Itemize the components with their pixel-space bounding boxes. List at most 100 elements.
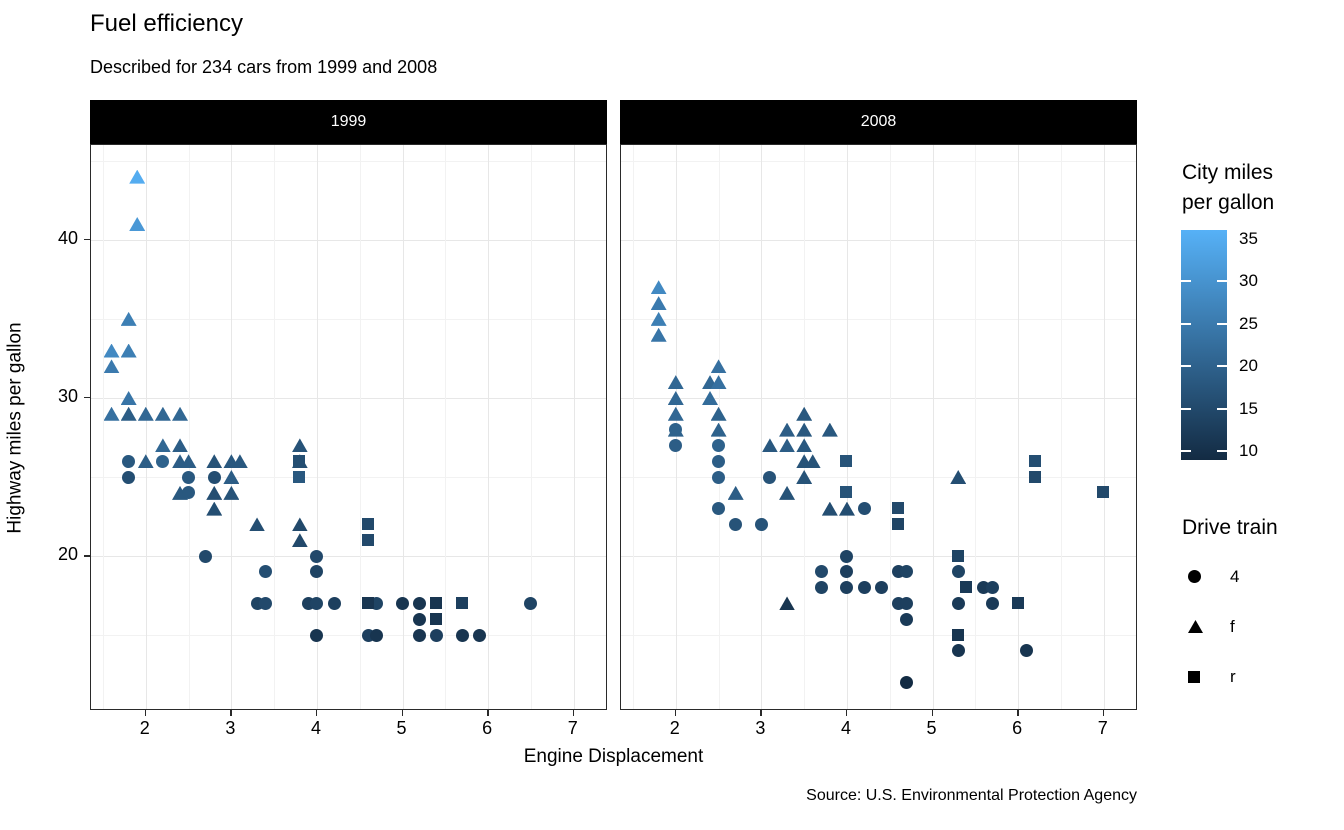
- data-point: [667, 406, 684, 421]
- data-point: [413, 612, 427, 626]
- data-point: [291, 533, 308, 548]
- data-point: [327, 596, 341, 610]
- colorbar-tick: [1181, 322, 1191, 325]
- source-caption: Source: U.S. Environmental Protection Ag…: [806, 787, 1137, 804]
- data-point: [207, 470, 221, 484]
- gridline: [530, 145, 532, 709]
- colorbar-tick-label: 30: [1239, 271, 1258, 291]
- data-point: [840, 486, 853, 499]
- x-axis-tick: [144, 710, 147, 716]
- data-point: [1028, 470, 1041, 483]
- data-point: [796, 422, 813, 437]
- data-point: [900, 596, 914, 610]
- data-point: [891, 502, 904, 515]
- data-point: [900, 612, 914, 626]
- data-point: [796, 438, 813, 453]
- data-point: [729, 517, 743, 531]
- gridline: [91, 160, 606, 162]
- data-point: [796, 406, 813, 421]
- data-point: [727, 485, 744, 500]
- data-point: [361, 517, 374, 530]
- x-axis-tick-label: 4: [840, 718, 851, 738]
- gridline: [188, 145, 190, 709]
- data-point: [712, 454, 726, 468]
- data-point: [712, 438, 726, 452]
- data-point: [985, 596, 999, 610]
- x-axis-tick: [760, 710, 762, 716]
- gridline: [621, 556, 1136, 558]
- data-point: [840, 454, 853, 467]
- data-point: [857, 581, 871, 595]
- x-axis-tick-label: 6: [1012, 718, 1023, 738]
- data-point: [291, 517, 308, 532]
- gridline: [1103, 145, 1105, 709]
- x-axis-tick-label: 7: [567, 718, 578, 738]
- data-point: [814, 581, 828, 595]
- triangle-legend-icon: [1188, 620, 1203, 633]
- gridline: [1018, 145, 1020, 709]
- colorbar-tick-label: 10: [1239, 441, 1258, 461]
- plot-panel-2008: [620, 144, 1137, 710]
- gridline: [91, 477, 606, 478]
- gridline: [1060, 145, 1062, 709]
- data-point: [206, 501, 223, 516]
- colorbar-tick-label: 15: [1239, 398, 1258, 418]
- data-point: [430, 596, 443, 609]
- data-point: [103, 406, 120, 421]
- colorbar-tick: [1217, 407, 1227, 410]
- y-axis-tick-label: 40: [57, 227, 78, 248]
- data-point: [779, 422, 796, 437]
- x-axis-tick: [401, 710, 404, 716]
- gridline: [91, 556, 606, 558]
- data-point: [1028, 454, 1041, 467]
- data-point: [310, 596, 324, 610]
- data-point: [137, 406, 154, 421]
- colorbar: [1181, 230, 1227, 460]
- x-axis-tick-label: 7: [1097, 718, 1108, 738]
- data-point: [951, 565, 965, 579]
- shape-legend-label: 4: [1230, 567, 1240, 586]
- gridline: [445, 145, 447, 709]
- colorbar-tick: [1181, 407, 1191, 410]
- gridline: [316, 145, 318, 709]
- data-point: [370, 628, 384, 642]
- gridline: [274, 145, 276, 709]
- x-axis-tick: [1017, 710, 1019, 716]
- data-point: [951, 628, 964, 641]
- data-point: [291, 438, 308, 453]
- x-axis-tick: [487, 710, 489, 716]
- data-point: [840, 565, 854, 579]
- data-point: [951, 549, 964, 562]
- x-axis-tick-label: 3: [755, 718, 766, 738]
- data-point: [129, 217, 146, 232]
- gridline: [889, 145, 891, 709]
- shape-legend-item-4: 4: [1188, 562, 1338, 592]
- gridline: [621, 477, 1136, 478]
- colorbar-tick: [1217, 365, 1227, 368]
- data-point: [710, 406, 727, 421]
- y-axis-tick: [84, 396, 90, 399]
- shape-legend-item-f: f: [1188, 612, 1338, 642]
- gridline: [632, 145, 634, 709]
- data-point: [960, 581, 973, 594]
- y-axis-tick-label: 20: [57, 544, 78, 565]
- data-point: [413, 596, 427, 610]
- gridline: [145, 145, 147, 709]
- data-point: [763, 470, 777, 484]
- shape-legend-label: f: [1230, 617, 1235, 636]
- data-point: [206, 485, 223, 500]
- data-point: [154, 406, 171, 421]
- gridline: [621, 635, 1136, 637]
- data-point: [710, 422, 727, 437]
- plot-panel-1999: [90, 144, 607, 710]
- data-point: [840, 549, 854, 563]
- data-point: [137, 454, 154, 469]
- facet-panel-1999: 1999 2 3 4 5 6 7: [90, 100, 607, 738]
- gridline: [846, 145, 848, 709]
- data-point: [430, 612, 443, 625]
- data-point: [129, 169, 146, 184]
- x-axis-tick: [845, 710, 848, 716]
- data-point: [712, 502, 726, 516]
- facet-strip-2008: 2008: [620, 100, 1137, 144]
